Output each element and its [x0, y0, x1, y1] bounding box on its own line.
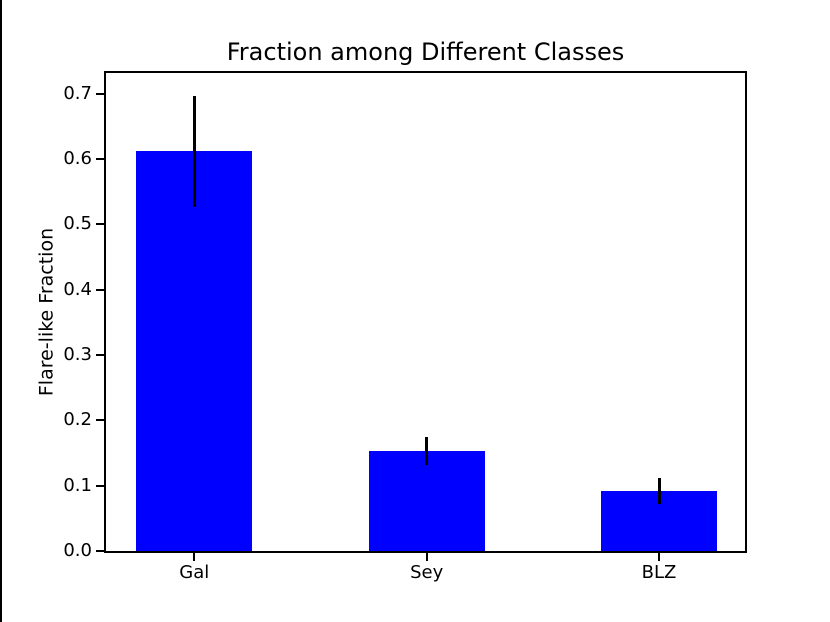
y-tick-label: 0.6: [63, 148, 92, 170]
x-tick-blz: [658, 553, 661, 561]
y-tick: [96, 92, 104, 95]
x-tick-sey: [425, 553, 428, 561]
chart-title: Fraction among Different Classes: [226, 38, 625, 66]
y-tick: [96, 484, 104, 487]
error-bar-sey: [425, 436, 429, 466]
x-tick-label-gal: Gal: [179, 562, 210, 583]
y-tick-label: 0.3: [63, 344, 92, 366]
error-bar-gal: [192, 95, 196, 207]
y-tick: [96, 419, 104, 422]
x-tick-gal: [193, 553, 196, 561]
bar-sey: [368, 451, 485, 551]
y-tick-label: 0.0: [63, 540, 92, 561]
y-tick-label: 0.4: [63, 278, 92, 300]
x-tick-label-blz: BLZ: [641, 562, 677, 583]
window-edge-line: [0, 0, 2, 622]
y-tick-label: 0.7: [63, 82, 92, 104]
bar-gal: [136, 151, 253, 551]
y-tick: [96, 354, 104, 357]
x-tick-label-sey: Sey: [410, 562, 444, 583]
y-axis-label: Flare-like Fraction: [35, 227, 58, 397]
y-tick: [96, 550, 104, 552]
y-tick-label: 0.1: [63, 474, 92, 496]
y-tick-label: 0.2: [63, 409, 92, 431]
y-tick-label: 0.5: [63, 213, 92, 235]
y-tick: [96, 223, 104, 226]
y-tick: [96, 288, 104, 291]
y-tick: [96, 158, 104, 161]
error-bar-blz: [657, 477, 661, 504]
